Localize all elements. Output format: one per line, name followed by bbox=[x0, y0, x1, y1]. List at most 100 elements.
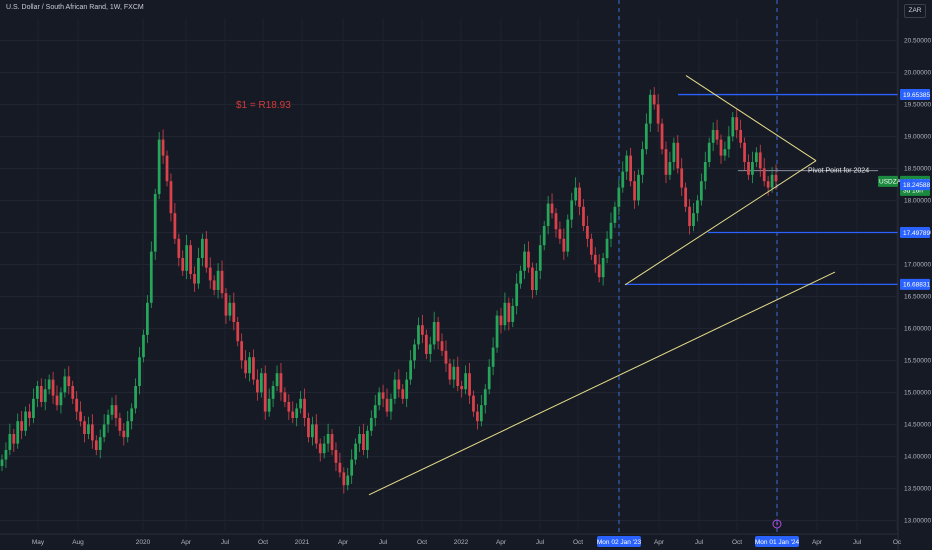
candle-body bbox=[4, 450, 8, 460]
candle-body bbox=[531, 267, 534, 290]
candle-body bbox=[487, 366, 491, 390]
candle-body bbox=[703, 162, 707, 182]
x-tick-label: 2020 bbox=[136, 539, 151, 546]
candle-body bbox=[373, 405, 377, 418]
candle-body bbox=[94, 440, 98, 450]
chart-title: U.S. Dollar / South African Rand, 1W, FX… bbox=[6, 4, 144, 11]
candle-body bbox=[358, 434, 361, 444]
candle-body bbox=[719, 139, 723, 156]
candle-body bbox=[63, 376, 67, 393]
candle-body bbox=[546, 203, 550, 226]
candle-body bbox=[0, 459, 4, 466]
level-price-tag bbox=[900, 89, 930, 101]
candle-body bbox=[523, 251, 526, 271]
pivot-note: Pivot Point for 2024 bbox=[808, 168, 869, 175]
x-tick-label: Oct bbox=[417, 539, 427, 546]
candle-body bbox=[617, 187, 621, 207]
candle-body bbox=[28, 411, 31, 418]
candle-body bbox=[334, 450, 338, 463]
candle-body bbox=[754, 152, 758, 162]
candle-body bbox=[287, 402, 291, 412]
candle-body bbox=[629, 155, 633, 182]
x-tick-label: Oct bbox=[258, 539, 268, 546]
candle-body bbox=[743, 142, 746, 162]
candle-body bbox=[625, 155, 629, 172]
y-tick-label: 18.00000 bbox=[904, 198, 931, 205]
candle-body bbox=[51, 379, 55, 396]
candle-body bbox=[75, 398, 79, 412]
x-tick-label: Oc bbox=[893, 539, 902, 546]
candle-body bbox=[578, 187, 581, 207]
candle-body bbox=[468, 373, 471, 396]
candle-body bbox=[55, 395, 59, 406]
candle-body bbox=[582, 206, 585, 226]
candle-body bbox=[145, 302, 149, 335]
candle-body bbox=[723, 149, 727, 156]
candle-body bbox=[208, 267, 212, 281]
candle-body bbox=[762, 168, 766, 182]
pivot-price-label: 18.24588 bbox=[903, 182, 930, 189]
candle-body bbox=[652, 94, 656, 105]
candle-body bbox=[197, 258, 200, 284]
candle-body bbox=[597, 264, 601, 278]
candle-body bbox=[122, 430, 126, 438]
candle-body bbox=[47, 379, 51, 390]
candle-body bbox=[279, 373, 283, 393]
candle-body bbox=[448, 363, 452, 380]
candle-body bbox=[291, 411, 295, 418]
candle-body bbox=[605, 238, 609, 258]
y-tick-label: 16.50000 bbox=[904, 294, 931, 301]
y-tick-label: 20.50000 bbox=[904, 38, 931, 45]
candle-body bbox=[593, 254, 597, 265]
candle-body bbox=[684, 187, 688, 207]
candle-body bbox=[660, 123, 664, 150]
candle-body bbox=[633, 181, 636, 201]
price-axis[interactable]: 20.50000 20.00000 19.50000 19.00000 18.50000… bbox=[897, 0, 932, 550]
candle-body bbox=[589, 238, 593, 255]
currency-button[interactable]: ZAR bbox=[904, 4, 926, 18]
candle-body bbox=[401, 389, 405, 399]
candle-body bbox=[275, 373, 279, 386]
long-term-support-line bbox=[368, 271, 836, 496]
candle-body bbox=[664, 149, 668, 175]
y-tick-label: 15.00000 bbox=[904, 390, 931, 397]
candle-body bbox=[161, 139, 165, 156]
candle-body bbox=[621, 171, 625, 188]
candle-body bbox=[534, 270, 538, 290]
candle-body bbox=[79, 411, 82, 422]
candle-body bbox=[240, 341, 244, 361]
candle-body bbox=[24, 411, 27, 431]
candle-body bbox=[739, 130, 743, 143]
candle-body bbox=[228, 302, 232, 316]
trendlines[interactable] bbox=[368, 75, 836, 496]
candle-body bbox=[715, 130, 719, 140]
candle-body bbox=[519, 270, 522, 284]
candle-body bbox=[409, 360, 412, 380]
candle-body bbox=[424, 334, 428, 354]
candle-body bbox=[527, 251, 530, 268]
candle-body bbox=[609, 222, 613, 239]
candle-body bbox=[346, 475, 350, 486]
candle-body bbox=[110, 405, 114, 415]
candle-body bbox=[711, 130, 715, 143]
x-tick-label: Apr bbox=[812, 539, 823, 546]
candle-body bbox=[248, 357, 251, 374]
candle-body bbox=[71, 386, 75, 399]
level-price-tag bbox=[900, 278, 930, 290]
candle-body bbox=[550, 203, 554, 214]
candle-body bbox=[153, 194, 157, 252]
y-tick-label: 19.00000 bbox=[904, 134, 931, 141]
candle-body bbox=[256, 379, 259, 393]
candle-body bbox=[295, 408, 299, 418]
candle-body bbox=[39, 386, 43, 402]
x-tick-label: Oct bbox=[732, 539, 742, 546]
y-tick-label: 15.50000 bbox=[904, 358, 931, 365]
x-tick-label: Jul bbox=[221, 539, 230, 546]
y-tick-label: 16.00000 bbox=[904, 326, 931, 333]
candle-body bbox=[444, 350, 448, 364]
candle-body bbox=[656, 104, 660, 124]
time-axis[interactable]: May Aug 2020 Apr Jul Oct 2021 Apr Jul Oct 2022 Apr J… bbox=[0, 533, 902, 547]
candle-body bbox=[464, 373, 467, 390]
candle-body bbox=[727, 136, 731, 150]
